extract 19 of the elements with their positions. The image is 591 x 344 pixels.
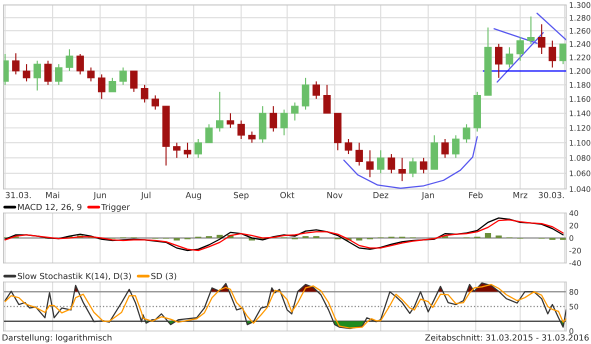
legend-label: Slow Stochastik K(14), D(3) [18, 272, 131, 280]
legend-label: MACD 12, 26, 9 [18, 204, 82, 211]
text: Darstellung: logarithmisch [2, 334, 112, 342]
x-tick-label: Feb [469, 192, 483, 198]
x-tick-label: Sep [234, 192, 249, 200]
x-tick-label: Dez [374, 192, 388, 198]
x-tick-label: 31.03. [6, 192, 31, 198]
x-tick-label: 30.03. [538, 192, 564, 198]
x-tick-label: Mrz [514, 192, 528, 198]
x-tick-label: Aug [186, 192, 202, 200]
legend-label: Trigger [101, 204, 130, 212]
x-tick-label: Okt [280, 192, 294, 198]
x-tick-label: Nov [327, 192, 343, 198]
x-tick-label: Jun [93, 192, 106, 200]
x-tick-label: Jan [421, 192, 434, 200]
x-tick-label: Jul [140, 192, 150, 200]
x-tick-label: Mai [46, 192, 60, 198]
legend-label: SD (3) [151, 272, 176, 280]
text: Zeitabschnitt: 31.03.2015 - 31.03.2016 [425, 334, 589, 341]
